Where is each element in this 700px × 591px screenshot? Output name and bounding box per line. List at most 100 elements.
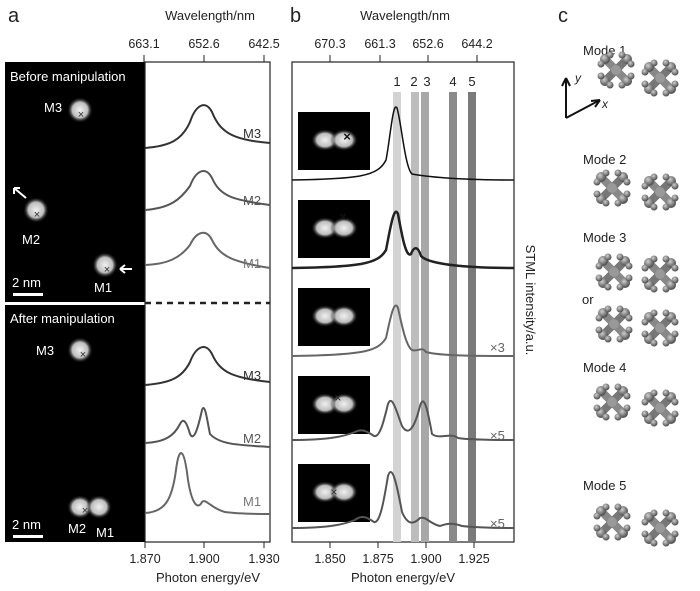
scale-label-after: 2 nm: [12, 517, 41, 532]
tip-mark: ×: [104, 264, 110, 276]
spectrum-label-m1-before: M1: [243, 256, 261, 271]
spectrum-b-3: [291, 304, 515, 357]
multiplier-3: ×3: [490, 340, 505, 355]
spectrum-m3-before: [144, 104, 271, 149]
inset-blob: [330, 217, 358, 239]
panel-b-bottom-tick-1: 1.850: [314, 552, 345, 566]
axis-y-label: y: [574, 71, 582, 85]
panel-a-bottom-axis-title: Photon energy/eV: [156, 570, 260, 585]
tip-mark: ×: [343, 129, 351, 144]
spectrum-b-2: [291, 210, 515, 270]
mode-band-2: [411, 92, 419, 542]
mode-band-4: [449, 92, 457, 542]
spectrum-label-m3-before: M3: [243, 126, 261, 141]
panel-b-bottom-tick-2: 1.875: [362, 552, 393, 566]
tip-mark: ×: [78, 109, 84, 121]
tip-mark: ×: [34, 209, 40, 221]
molecule-model: [641, 59, 679, 97]
panel-b-top-tick-4: 644.2: [461, 37, 492, 51]
tip-mark: ×: [334, 391, 341, 405]
spectrum-m2-after: [144, 407, 271, 448]
spectrum-b-1: [291, 106, 515, 181]
panel-a-top-axis-title: Wavelength/nm: [165, 8, 255, 23]
mode-3-label: Mode 3: [583, 230, 626, 245]
band-label-3: 3: [423, 74, 430, 89]
molecule-blob-m1-after: [86, 495, 112, 519]
molecule-model: [641, 173, 679, 211]
panel-b-top-tick-2: 661.3: [364, 37, 395, 51]
scale-label-before: 2 nm: [12, 275, 41, 290]
molecule-blob-m2-after: [67, 495, 93, 519]
inset-blob: [330, 481, 358, 503]
tip-mark: ×: [82, 505, 88, 517]
panel-label-a: a: [8, 5, 20, 27]
spectrum-m1-before: [144, 231, 271, 269]
molecule-model: [595, 253, 633, 291]
mode-band-1: [393, 92, 401, 542]
panel-label-b: b: [290, 5, 301, 27]
multiplier-5: ×5: [490, 516, 505, 531]
scale-bar-after: [13, 535, 43, 538]
tip-mark: ×: [330, 485, 337, 499]
spectrum-label-m2-before: M2: [243, 193, 261, 208]
spectrum-label-m2-after: M2: [243, 431, 261, 446]
mode-band-5: [468, 92, 476, 542]
molecule-model: [641, 309, 679, 347]
mode-5-label: Mode 5: [583, 478, 626, 493]
molecule-model: [641, 389, 679, 427]
molecule-model: [595, 305, 633, 343]
before-manipulation-title: Before manipulation: [10, 69, 126, 84]
spectrum-m2-before: [144, 170, 271, 211]
tip-mark: ×: [80, 349, 86, 361]
molecule-blob-m3-before: [67, 97, 93, 123]
panel-a-top-tick-2: 652.6: [188, 37, 219, 51]
panel-a-top-tick-1: 663.1: [128, 37, 159, 51]
after-manipulation-title: After manipulation: [10, 311, 115, 326]
panel-a-bottom-tick-3: 1.930: [248, 552, 279, 566]
molecule-blob-m2-before: [23, 197, 49, 223]
scale-bar-before: [13, 293, 43, 296]
panel-a-bottom-tick-2: 1.900: [188, 552, 219, 566]
band-label-5: 5: [468, 74, 475, 89]
mode-1-label: Mode 1: [583, 43, 626, 58]
panel-b-bottom-tick-4: 1.925: [458, 552, 489, 566]
spectrum-b-5: [291, 471, 515, 529]
panel-b-top-tick-1: 670.3: [314, 37, 345, 51]
molecule-blob-m3-after: [67, 337, 93, 363]
panel-b-top-tick-3: 652.6: [412, 37, 443, 51]
molecule-blob-m1-before: [92, 252, 118, 278]
inset-blob: [330, 393, 358, 415]
band-label-2: 2: [410, 74, 417, 89]
arrow-icon: [13, 187, 27, 199]
label-m2-before: M2: [22, 232, 40, 247]
spectrum-label-m3-after: M3: [243, 368, 261, 383]
label-m3-before: M3: [44, 100, 62, 115]
tip-mark: ×: [339, 209, 347, 224]
label-m3-after: M3: [36, 343, 54, 358]
label-m1-before: M1: [94, 280, 112, 295]
panel-a-bottom-tick-1: 1.870: [129, 552, 160, 566]
spectrum-b-4: [291, 399, 515, 441]
panel-a-top-tick-3: 642.5: [248, 37, 279, 51]
mode-3-or-label: or: [582, 292, 594, 307]
panel-b-y-axis-title: STML intensity/a.u.: [523, 245, 538, 356]
panel-b-bottom-tick-3: 1.900: [410, 552, 441, 566]
panel-b-bottom-axis-title: Photon energy/eV: [351, 570, 455, 585]
axes-arrows-icon: [561, 77, 601, 119]
spectrum-label-m1-after: M1: [243, 494, 261, 509]
mode-4-label: Mode 4: [583, 360, 626, 375]
molecule-model: [641, 255, 679, 293]
spectrum-m1-after: [144, 452, 271, 515]
molecule-model: [641, 509, 679, 547]
molecule-model: [593, 383, 631, 421]
mode-band-3: [421, 92, 429, 542]
molecule-model: [593, 503, 631, 541]
arrow-icon: [119, 264, 132, 274]
panel-label-c: c: [558, 5, 568, 27]
band-label-1: 1: [393, 74, 400, 89]
mode-2-label: Mode 2: [583, 152, 626, 167]
inset-blob: [330, 129, 358, 151]
spectra-frame-b: [291, 61, 515, 543]
spectrum-m3-after: [144, 346, 271, 386]
